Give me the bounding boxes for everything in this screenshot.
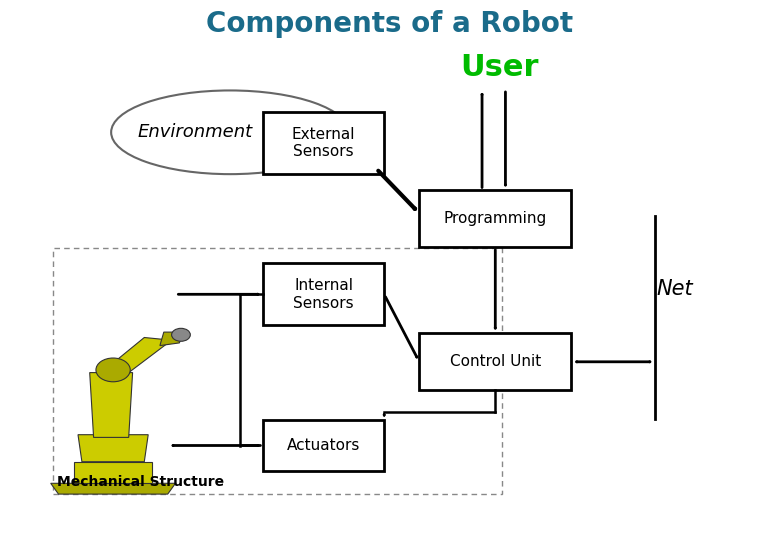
Text: External
Sensors: External Sensors — [292, 127, 356, 159]
Text: Control Unit: Control Unit — [450, 354, 541, 369]
Circle shape — [172, 328, 190, 341]
Polygon shape — [90, 373, 133, 437]
Polygon shape — [78, 435, 148, 462]
Bar — [264, 263, 384, 325]
Bar — [420, 333, 571, 390]
Polygon shape — [101, 338, 172, 373]
Bar — [53, 248, 502, 494]
Polygon shape — [160, 332, 183, 346]
Text: Programming: Programming — [444, 211, 547, 226]
Text: Environment: Environment — [137, 123, 253, 141]
Polygon shape — [74, 462, 152, 483]
Bar — [264, 112, 384, 174]
Text: Actuators: Actuators — [287, 438, 360, 453]
Polygon shape — [51, 483, 176, 494]
Text: Components of a Robot: Components of a Robot — [207, 10, 573, 38]
Bar — [264, 420, 384, 471]
Text: Mechanical Structure: Mechanical Structure — [57, 475, 224, 489]
Text: Internal
Sensors: Internal Sensors — [293, 278, 354, 310]
Text: User: User — [460, 53, 538, 82]
Bar — [420, 191, 571, 247]
Circle shape — [96, 358, 130, 382]
Text: Net: Net — [657, 279, 693, 299]
